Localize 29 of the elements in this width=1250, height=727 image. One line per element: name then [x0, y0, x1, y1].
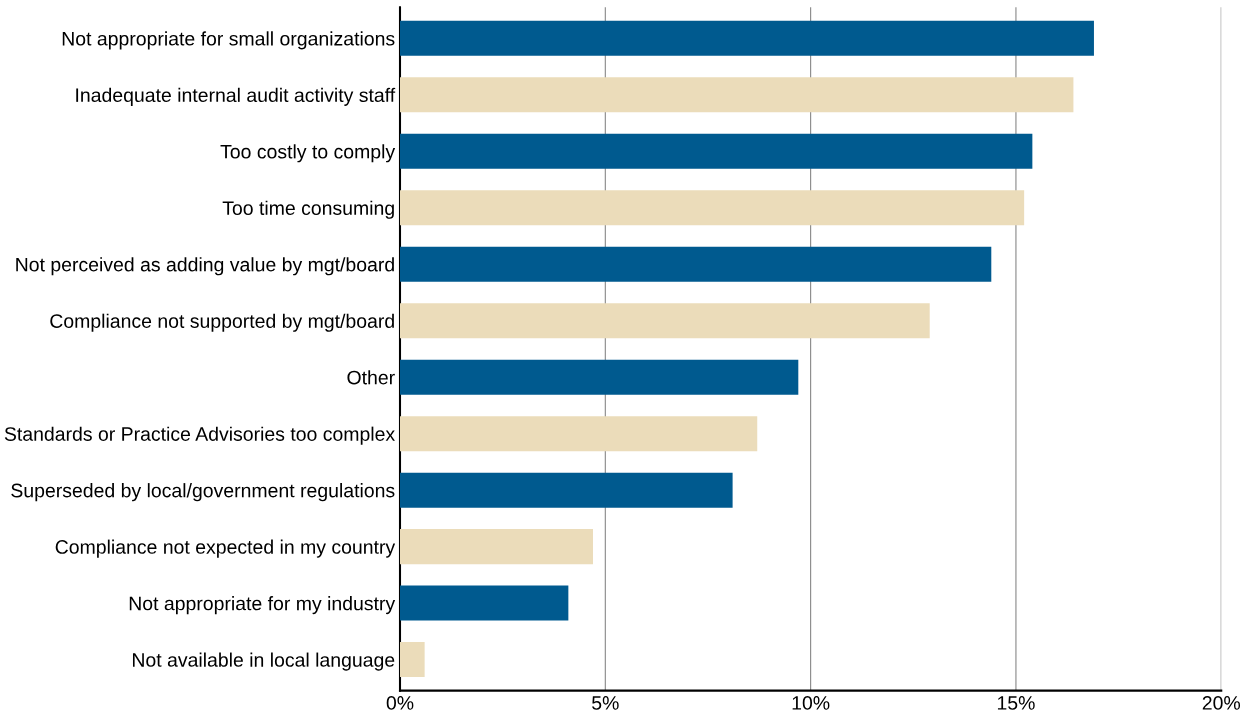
y-tick-label: Not appropriate for small organizations	[62, 31, 395, 50]
x-tick-label: 5%	[592, 696, 619, 710]
x-tick-label: 10%	[792, 696, 830, 710]
bar	[400, 20, 1094, 56]
y-tick-label: Compliance not expected in my country	[55, 539, 396, 558]
y-tick-label: Other	[347, 370, 395, 385]
x-tick-label: 0%	[386, 696, 414, 710]
y-tick-label: Superseded by local/government regulations	[11, 483, 395, 502]
y-tick-label: Not appropriate for my industry	[129, 596, 396, 615]
bar	[400, 359, 799, 395]
bar	[400, 303, 930, 339]
bar	[400, 642, 425, 678]
x-tick-label: 15%	[997, 696, 1035, 710]
bar	[400, 246, 992, 282]
y-tick-label: Too costly to comply	[220, 144, 396, 163]
bar	[400, 585, 569, 621]
y-tick-label: Inadequate internal audit activity staff	[76, 87, 396, 106]
bar	[400, 77, 1074, 113]
x-tick-label: 20%	[1202, 696, 1241, 710]
bar	[400, 133, 1033, 169]
bar	[400, 416, 758, 452]
y-tick-label: Standards or Practice Advisories too complex	[4, 426, 395, 445]
y-tick-label: Too time consuming	[222, 200, 394, 219]
y-tick-label: Compliance not supported by mgt/board	[50, 313, 394, 332]
bar	[400, 190, 1025, 226]
bar	[400, 472, 733, 508]
y-tick-label: Not perceived as adding value by mgt/board	[16, 257, 394, 276]
bar	[400, 529, 593, 565]
y-tick-label: Not available in local language	[132, 652, 395, 671]
